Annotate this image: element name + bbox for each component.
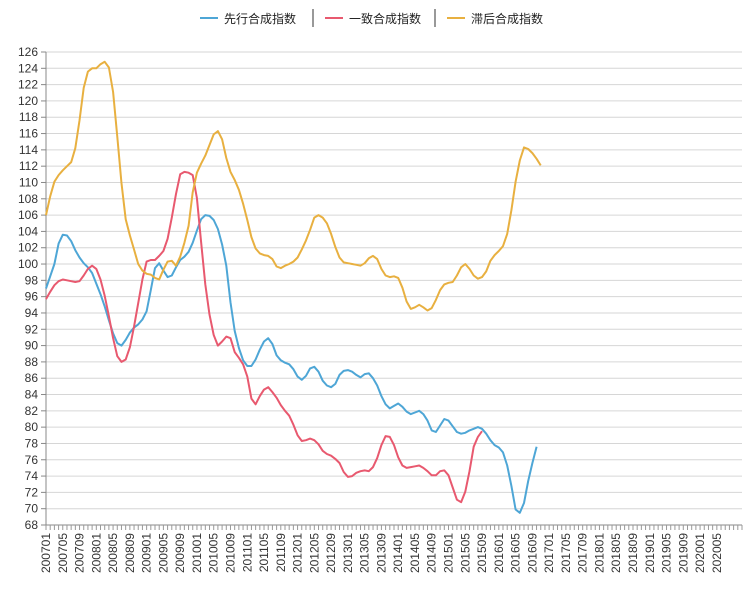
x-tick-label: 201505 [458,533,472,573]
y-tick-label: 88 [25,355,39,369]
x-tick-label: 201901 [643,533,657,573]
x-tick-label: 201509 [475,533,489,573]
x-tick-label: 201701 [542,533,556,573]
y-tick-label: 80 [25,420,39,434]
y-tick-label: 94 [25,306,39,320]
y-tick-label: 86 [25,371,39,385]
y-tick-label: 102 [18,241,38,255]
x-tick-label: 201209 [324,533,338,573]
x-tick-label: 201909 [676,533,690,573]
series-layer [45,60,542,514]
y-tick-label: 100 [18,257,38,271]
x-axis: 200701 200705 200709 200801 200805 200809 2009… [39,524,743,573]
x-tick-label: 200709 [73,533,87,573]
x-tick-label: 201101 [240,533,254,572]
x-tick-label: 201109 [274,533,288,572]
y-tick-label: 68 [25,518,39,532]
x-tick-label: 200809 [123,533,137,573]
x-tick-label: 200701 [39,533,53,573]
x-tick-label: 200909 [173,533,187,573]
y-tick-label: 108 [18,192,38,206]
x-tick-label: 202005 [710,533,724,573]
y-tick-label: 114 [19,143,38,157]
y-tick-label: 96 [25,290,39,304]
y-tick-label: 90 [25,339,39,353]
x-tick-label: 201801 [592,533,606,573]
y-tick-label: 92 [25,322,39,336]
legend: 先行合成指数 一致合成指数 滞后合成指数 [200,9,543,27]
series-line-3 [45,60,542,312]
x-tick-label: 201205 [307,533,321,573]
y-tick-label: 112 [19,159,38,173]
x-tick-label: 201501 [442,533,456,573]
x-tick-label: 201009 [223,533,237,573]
y-tick-label: 104 [18,224,38,238]
y-tick-label: 84 [25,388,39,402]
y-tick-label: 118 [19,110,38,124]
x-tick-label: 201409 [425,533,439,573]
y-axis: 68 70 72 74 76 78 80 82 84 86 88 90 92 94 96 98 100 102 10… [18,45,47,532]
x-tick-label: 201301 [341,533,355,573]
x-tick-label: 200705 [56,533,70,573]
x-tick-label: 201001 [190,533,204,573]
x-tick-label: 200905 [156,533,170,573]
y-tick-label: 78 [25,436,39,450]
legend-label: 先行合成指数 [224,11,296,26]
x-tick-label: 201401 [391,533,405,573]
x-tick-label: 201405 [408,533,422,573]
y-tick-label: 120 [18,94,38,108]
y-tick-label: 122 [18,78,38,92]
x-tick-label: 201201 [291,533,305,573]
y-tick-label: 74 [25,469,39,483]
x-tick-label: 201605 [509,533,523,573]
x-tick-label: 201705 [559,533,573,573]
x-tick-label: 201005 [207,533,221,573]
x-tick-label: 201809 [626,533,640,573]
x-tick-label: 200901 [140,533,154,573]
legend-label: 滞后合成指数 [471,11,543,26]
y-tick-label: 70 [25,502,39,516]
x-tick-label: 201309 [374,533,388,573]
y-tick-label: 126 [18,45,38,59]
x-tick-label: 201305 [358,533,372,573]
legend-label: 一致合成指数 [349,11,421,26]
x-tick-label: 202001 [693,533,707,573]
y-tick-label: 98 [25,273,39,287]
y-tick-label: 116 [19,127,38,141]
y-tick-label: 110 [19,175,38,189]
series-line-2 [45,170,483,504]
x-tick-label: 201601 [492,533,506,573]
y-tick-label: 124 [18,61,38,75]
y-tick-label: 106 [18,208,38,222]
series-line-1 [45,214,538,514]
x-tick-label: 200805 [106,533,120,573]
x-tick-label: 201609 [525,533,539,573]
y-tick-label: 76 [25,453,39,467]
x-tick-label: 201709 [576,533,590,573]
x-tick-label: 201805 [609,533,623,573]
x-tick-label: 201105 [257,533,271,572]
x-tick-label: 201905 [660,533,674,573]
y-tick-label: 82 [25,404,39,418]
x-tick-label: 200801 [89,533,103,573]
y-tick-label: 72 [25,485,39,499]
